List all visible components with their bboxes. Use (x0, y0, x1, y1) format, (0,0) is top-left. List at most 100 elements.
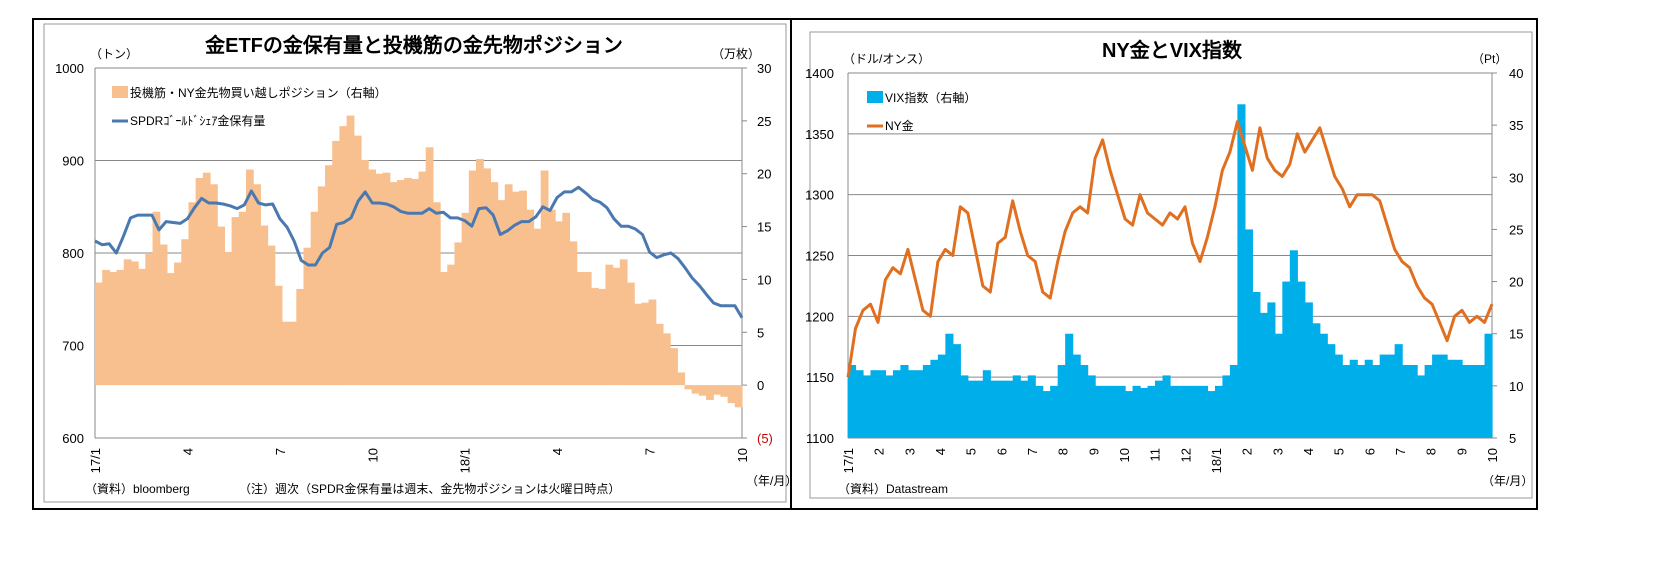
bar (504, 184, 513, 386)
bar (698, 385, 707, 396)
bar (1334, 354, 1343, 438)
y-right-axis-label: （万枚） (712, 46, 760, 61)
bar (670, 348, 678, 386)
bar (1035, 385, 1044, 438)
x-tick-label: 17/1 (88, 448, 103, 473)
bar (734, 385, 743, 408)
bar (511, 191, 520, 386)
bar (1454, 359, 1463, 438)
bar (1229, 365, 1238, 438)
x-tick-label: 9 (1086, 448, 1101, 455)
bar (1162, 375, 1171, 438)
bar (1222, 375, 1231, 438)
bar (274, 285, 283, 386)
bar (339, 126, 348, 386)
x-tick-label: 4 (933, 448, 948, 455)
bar (440, 272, 448, 386)
bar (1432, 354, 1441, 438)
bar (1424, 365, 1433, 438)
y-right-tick-label: 5 (757, 325, 764, 340)
bar (130, 261, 139, 386)
y-left-tick-label: 1300 (805, 188, 834, 203)
bar (1439, 354, 1448, 438)
bar (476, 158, 484, 386)
bar (591, 287, 599, 386)
bar (1304, 302, 1313, 438)
bar (907, 370, 916, 438)
x-tick-label: 10 (1117, 448, 1132, 462)
bar (877, 370, 887, 438)
x-tick-label: 9 (1454, 448, 1469, 455)
bar (982, 370, 991, 438)
bar (1095, 385, 1104, 438)
bar (245, 169, 254, 386)
x-tick-label: 10 (365, 448, 380, 462)
bar (930, 359, 939, 438)
bar (634, 303, 642, 386)
y-left-tick-label: 1200 (805, 309, 834, 324)
bar (303, 247, 312, 386)
bar (713, 385, 722, 395)
bar (1349, 359, 1358, 438)
bar (727, 385, 736, 404)
bar (389, 182, 398, 386)
bar (691, 385, 700, 394)
y-right-tick-label: 15 (1509, 327, 1523, 342)
bar (945, 333, 954, 438)
bar (1372, 365, 1381, 438)
bar (848, 365, 857, 438)
bar (1027, 375, 1036, 438)
y-right-tick-label: 30 (1509, 170, 1523, 185)
bar (1207, 391, 1216, 438)
legend-line-label: NY金 (885, 118, 914, 133)
bar (576, 272, 585, 386)
bar (102, 269, 110, 386)
bar (281, 321, 290, 386)
bar (900, 365, 909, 438)
x-tick-label: 11 (1148, 448, 1163, 462)
bar (346, 115, 355, 386)
y-left-tick-label: 1100 (806, 431, 834, 446)
x-tick-label: 7 (643, 448, 658, 455)
bar (1297, 281, 1306, 438)
bar (1342, 365, 1351, 438)
bar (418, 171, 427, 386)
x-tick-label: 7 (1393, 448, 1408, 455)
legend-bar-label: VIX指数（右軸） (885, 90, 976, 105)
bar (1155, 380, 1164, 438)
bar (289, 321, 297, 386)
legend-bar-swatch (867, 91, 883, 103)
bar (975, 380, 984, 438)
y-right-tick-label: 25 (1509, 222, 1523, 237)
bar (332, 140, 341, 386)
bar (382, 172, 391, 386)
bar (533, 228, 542, 386)
x-tick-label: 5 (964, 448, 979, 455)
bar (1402, 365, 1411, 438)
bar (116, 269, 125, 386)
bar (152, 211, 161, 386)
bar (1117, 385, 1126, 438)
y-right-tick-label: 5 (1509, 431, 1516, 446)
x-tick-label: 10 (735, 448, 750, 462)
bar (310, 211, 319, 386)
series-line (846, 120, 1494, 378)
bar (325, 165, 333, 386)
bar (952, 344, 961, 438)
bar (145, 254, 154, 386)
bar (425, 147, 434, 386)
bar (375, 173, 384, 386)
bar (260, 225, 269, 386)
bar (612, 267, 621, 386)
bar (569, 241, 578, 386)
x-tick-label: 7 (1025, 448, 1040, 455)
bar (1199, 385, 1209, 438)
y-left-axis-label: （トン） (90, 47, 138, 61)
bar (1005, 380, 1014, 438)
bar (1050, 385, 1059, 438)
bar (862, 375, 872, 438)
bar (1417, 375, 1426, 438)
bar (967, 380, 976, 438)
bar (432, 202, 441, 386)
